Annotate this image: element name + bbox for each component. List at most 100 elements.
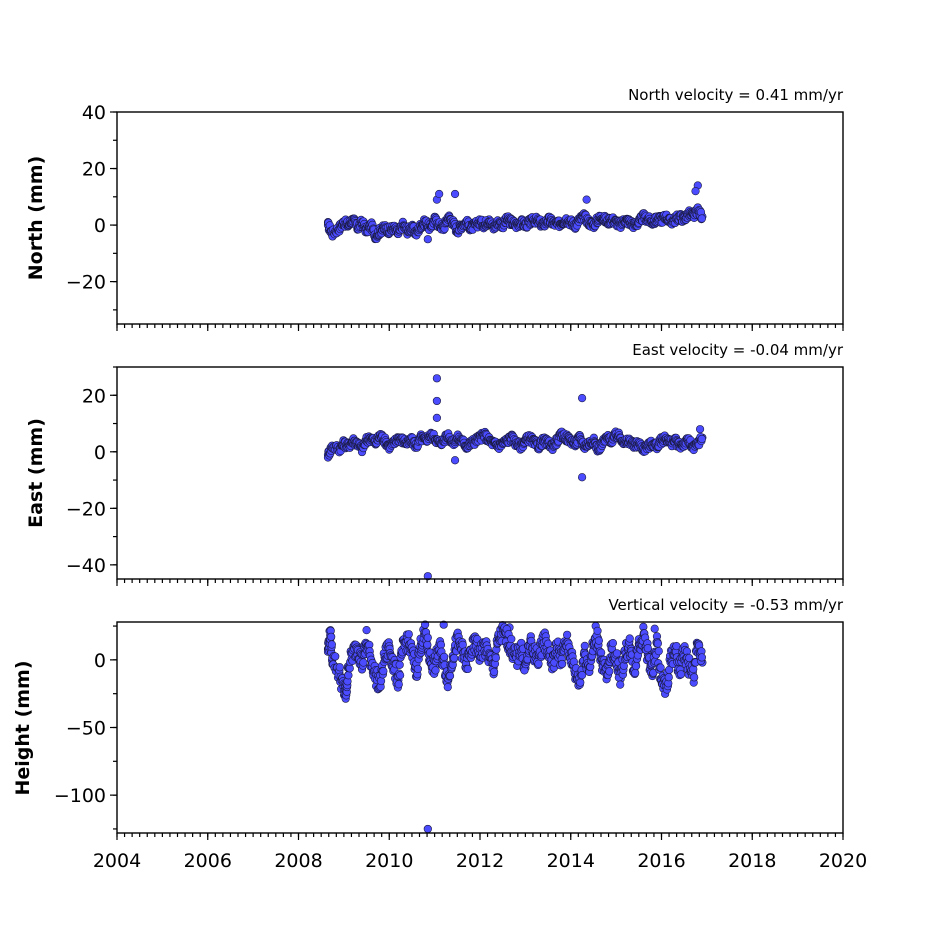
height-data-point <box>379 667 388 676</box>
east-data-point <box>577 393 587 403</box>
height-data-point <box>394 680 403 689</box>
height-data-points <box>323 620 707 834</box>
height-y-axis-label: Height (mm) <box>12 660 34 795</box>
north-data-point <box>697 214 706 223</box>
height-data-point <box>413 664 422 673</box>
height-data-point <box>395 660 404 669</box>
height-panel: Vertical velocity = -0.53 mm/yr Height (… <box>12 596 867 872</box>
height-data-point <box>563 630 572 639</box>
east-data-point <box>432 374 441 383</box>
height-xtick-label: 2014 <box>547 850 595 872</box>
height-data-point <box>534 659 543 668</box>
north-y-axis-label: North (mm) <box>25 156 47 281</box>
east-data-point <box>695 425 705 434</box>
height-data-point <box>605 667 614 676</box>
north-ytick-label: 40 <box>82 102 106 124</box>
height-data-point <box>396 671 405 680</box>
height-xtick-label: 2018 <box>728 850 776 872</box>
height-data-point <box>625 634 634 643</box>
east-plot-frame <box>116 366 844 580</box>
east-axis-ticks: 20 0 −20 −40 <box>66 366 844 586</box>
height-data-point <box>690 673 699 682</box>
north-panel: North velocity = 0.41 mm/yr North (mm) 4… <box>25 86 844 331</box>
north-plot-frame <box>116 111 844 325</box>
height-data-point <box>650 624 659 633</box>
height-xtick-label: 2020 <box>819 850 867 872</box>
height-data-point <box>445 671 455 680</box>
height-data-point <box>450 653 459 663</box>
height-xtick-label: 2010 <box>365 850 413 872</box>
height-data-point <box>664 673 673 682</box>
height-data-point <box>597 648 606 657</box>
height-data-point <box>631 668 640 678</box>
height-data-point <box>653 639 662 648</box>
vertical-velocity-title: Vertical velocity = -0.53 mm/yr <box>608 596 843 614</box>
height-data-point <box>593 626 602 635</box>
east-y-axis-label: East (mm) <box>25 418 47 528</box>
height-data-point <box>491 653 500 662</box>
north-data-point <box>450 189 460 199</box>
height-data-point <box>616 680 625 689</box>
north-data-point <box>423 235 432 244</box>
height-data-point <box>443 683 452 692</box>
north-data-point <box>691 187 700 196</box>
east-data-point <box>697 434 706 444</box>
height-data-point <box>676 670 686 679</box>
east-data-point <box>432 413 441 422</box>
height-data-point <box>580 641 589 650</box>
height-data-point <box>404 630 413 639</box>
height-data-point <box>507 634 516 644</box>
north-data-point <box>582 195 591 204</box>
height-data-point <box>697 653 706 662</box>
east-ytick-label: 0 <box>94 442 106 464</box>
east-ytick-label: −40 <box>66 555 106 577</box>
height-data-point <box>440 652 449 661</box>
east-data-point <box>577 473 587 482</box>
height-data-point <box>463 664 472 674</box>
north-ytick-label: 0 <box>94 215 106 237</box>
height-data-point <box>359 658 368 667</box>
height-data-point <box>643 644 652 653</box>
height-data-point <box>423 824 432 834</box>
east-data-point <box>450 456 460 465</box>
east-ytick-label: 20 <box>82 385 106 407</box>
height-xtick-label: 2012 <box>456 850 504 872</box>
north-ytick-label: −20 <box>66 272 106 294</box>
height-data-point <box>331 652 340 661</box>
height-data-point <box>362 626 371 635</box>
height-data-point <box>436 640 446 649</box>
height-data-point <box>654 647 663 656</box>
north-ytick-label: 20 <box>82 159 106 181</box>
east-data-point <box>423 572 432 581</box>
height-ytick-label: −100 <box>54 785 106 807</box>
height-data-point <box>423 640 432 649</box>
height-ytick-label: 0 <box>94 650 106 672</box>
height-axis-ticks: 0 −50 −100 2004 2006 2008 2010 2012 2014 2016 2018… <box>54 625 867 872</box>
east-ytick-label: −20 <box>66 498 106 520</box>
east-data-points <box>323 374 707 581</box>
height-data-point <box>576 678 585 687</box>
north-data-points <box>323 181 707 244</box>
east-velocity-title: East velocity = -0.04 mm/yr <box>632 341 844 359</box>
height-data-point <box>631 661 641 671</box>
height-data-point <box>344 671 353 680</box>
height-data-point <box>423 633 432 642</box>
height-xtick-label: 2016 <box>637 850 685 872</box>
height-data-point <box>594 636 603 645</box>
height-xtick-label: 2006 <box>184 850 232 872</box>
north-velocity-title: North velocity = 0.41 mm/yr <box>628 86 844 104</box>
east-data-point <box>432 396 441 406</box>
height-xtick-label: 2008 <box>274 850 322 872</box>
height-data-point <box>327 640 336 649</box>
east-panel: East velocity = -0.04 mm/yr East (mm) 20… <box>25 341 844 586</box>
height-data-point <box>656 663 665 672</box>
height-data-point <box>608 639 618 648</box>
height-data-point <box>335 663 344 672</box>
height-ytick-label: −50 <box>66 718 106 740</box>
height-data-point <box>489 667 499 676</box>
height-xtick-label: 2004 <box>93 850 141 872</box>
height-data-point <box>558 659 567 669</box>
height-data-point <box>327 632 336 641</box>
height-data-point <box>431 666 440 675</box>
